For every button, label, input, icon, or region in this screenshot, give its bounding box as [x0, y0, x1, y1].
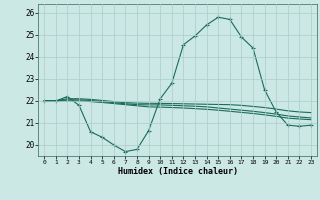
X-axis label: Humidex (Indice chaleur): Humidex (Indice chaleur): [118, 167, 238, 176]
